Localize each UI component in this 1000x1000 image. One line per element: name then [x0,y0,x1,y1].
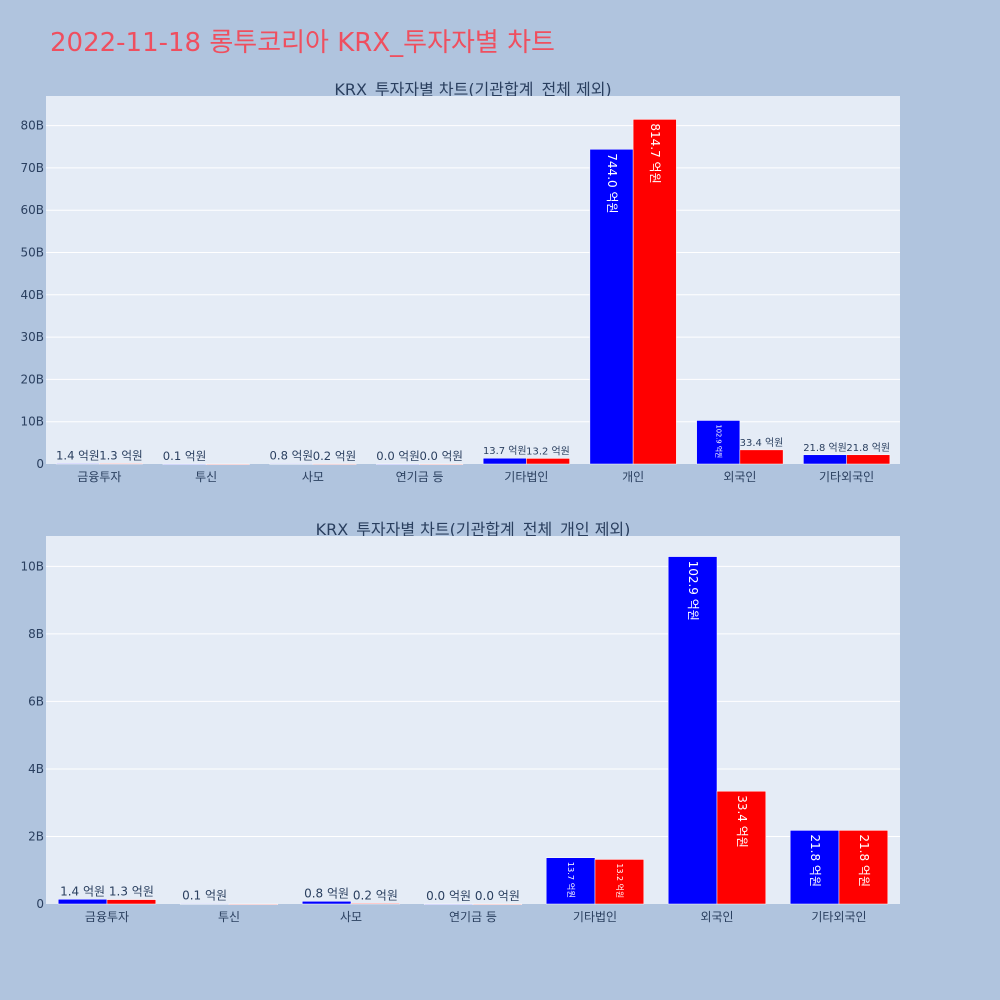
y-tick-label: 30B [20,330,44,344]
bar [482,457,527,465]
bar [312,463,357,465]
data-label: 33.4 억원 [740,437,784,449]
x-tick-label: 사모 [340,910,362,924]
bar [301,901,352,905]
data-label: 13.2 억원 [526,445,570,457]
x-tick-label: 금융투자 [85,910,129,924]
y-tick-label: 10B [20,415,44,429]
bar [696,420,741,465]
y-tick-label: 70B [20,161,44,175]
bar [179,903,230,905]
bar [632,119,677,465]
chart-bottom-title: KRX_투자자별 차트(기관합계_전체_개인 제외) [316,520,631,540]
bar [739,449,784,465]
data-label: 33.4 억원 [735,795,749,848]
bar [526,458,570,465]
y-tick-label: 10B [20,559,44,573]
y-tick-label: 4B [28,762,44,776]
x-tick-label: 외국인 [723,470,756,484]
x-tick-label: 연기금 등 [396,470,444,484]
bar [350,903,401,905]
y-tick-label: 2B [28,829,44,843]
bar [472,903,523,905]
data-label: 1.3 억원 [99,448,143,462]
y-tick-label: 50B [20,246,44,260]
x-tick-label: 투신 [218,910,240,924]
data-label: 1.4 억원 [56,448,100,462]
x-tick-label: 사모 [302,470,324,484]
data-label: 744.0 억원 [605,153,619,213]
data-label: 0.0 억원 [419,449,463,463]
data-label: 102.9 억원 [714,424,723,458]
chart-top: KRX_투자자별 차트(기관합계_전체 제외) 0 10B 20B 30B 40B 50B… [20,80,900,484]
plot-background [46,536,900,904]
y-tick-label: 20B [20,372,44,386]
data-label: 0.8 억원 [270,449,314,463]
data-label: 0.2 억원 [353,888,398,902]
bar [716,790,767,905]
data-label: 0.1 억원 [182,889,227,903]
data-label: 21.8 억원 [803,442,847,454]
bar [589,149,634,465]
data-label: 0.1 억원 [163,449,207,463]
y-tick-label: 0 [36,457,44,471]
bar [55,463,100,465]
x-tick-label: 기타외국인 [811,910,866,924]
x-tick-label: 개인 [622,470,644,484]
y-tick-label: 40B [20,288,44,302]
bar [205,463,250,465]
x-tick-label: 금융투자 [77,470,121,484]
data-label: 0.8 억원 [304,886,349,900]
bar [57,899,108,905]
data-label: 1.3 억원 [109,885,154,899]
x-tick-label: 기타법인 [504,470,548,484]
data-label: 21.8 억원 [808,834,822,887]
data-label: 13.7 억원 [483,445,527,457]
plot-background [46,96,900,464]
bar [803,454,847,465]
bar [789,830,840,905]
bar [423,903,474,905]
bar [228,903,279,905]
bar [106,899,157,905]
data-label: 0.0 억원 [376,449,420,463]
bar [838,830,889,905]
x-tick-label: 투신 [195,470,217,484]
y-tick-label: 80B [20,119,44,133]
bar [162,463,207,465]
bar [376,463,420,465]
bar [545,857,596,905]
bar [667,556,718,905]
data-label: 13.2 억원 [615,863,625,898]
bar [594,859,645,905]
x-tick-label: 외국인 [700,910,733,924]
x-tick-label: 연기금 등 [449,910,497,924]
bar [99,463,143,465]
data-label: 102.9 억원 [686,561,700,621]
data-label: 0.0 억원 [475,889,520,903]
bar [419,463,464,465]
data-label: 21.8 억원 [857,834,871,887]
y-tick-label: 8B [28,627,44,641]
y-tick-label: 6B [28,694,44,708]
page-title: 2022-11-18 롱투코리아 KRX_투자자별 차트 [50,28,555,58]
data-label: 21.8 억원 [846,442,890,454]
chart-top-plot: 0 10B 20B 30B 40B 50B 60B 70B 80B 1.4 억원 1.3 억원금융투… [20,96,900,484]
x-tick-label: 기타법인 [573,910,617,924]
x-tick-label: 기타외국인 [819,470,874,484]
y-tick-label: 60B [20,203,44,217]
chart-bottom: KRX_투자자별 차트(기관합계_전체_개인 제외) 0 2B 4B 6B 8B 10B 1… [20,520,900,924]
chart-top-title: KRX_투자자별 차트(기관합계_전체 제외) [334,80,611,100]
data-label: 814.7 억원 [648,123,662,183]
data-label: 1.4 억원 [60,884,105,898]
data-label: 13.7 억원 [566,862,576,898]
y-tick-label: 0 [36,897,44,911]
bar [846,454,891,465]
data-label: 0.2 억원 [313,449,357,463]
bar [269,463,314,465]
data-label: 0.0 억원 [426,889,471,903]
